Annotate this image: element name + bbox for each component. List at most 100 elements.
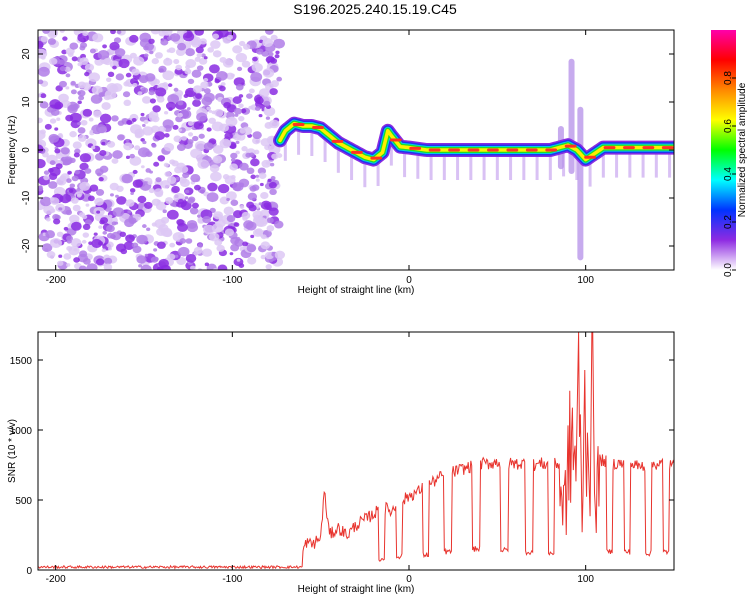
noise-blob xyxy=(216,245,224,252)
noise-blob xyxy=(82,31,88,36)
noise-blob xyxy=(145,73,155,82)
noise-blob xyxy=(242,242,248,247)
noise-blob xyxy=(50,118,56,123)
noise-blob xyxy=(226,198,230,201)
noise-blob xyxy=(213,157,218,161)
noise-blob xyxy=(259,114,263,117)
noise-blob xyxy=(158,259,169,268)
noise-blob xyxy=(123,91,130,97)
noise-blob xyxy=(43,175,49,180)
noise-blob xyxy=(124,219,134,227)
noise-blob xyxy=(231,74,235,77)
noise-blob xyxy=(60,66,66,71)
y-tick-label: 0 xyxy=(26,566,32,577)
noise-blob xyxy=(206,106,211,110)
noise-blob xyxy=(250,72,262,82)
noise-blob xyxy=(164,163,169,167)
noise-blob xyxy=(115,48,125,57)
noise-blob xyxy=(230,200,238,206)
noise-blob xyxy=(215,79,220,83)
noise-blob xyxy=(133,179,143,188)
noise-blob xyxy=(96,124,107,133)
noise-blob xyxy=(246,93,253,99)
noise-blob xyxy=(175,65,182,71)
noise-blob xyxy=(46,217,51,221)
noise-blob xyxy=(73,257,80,263)
noise-blob xyxy=(197,215,201,218)
noise-blob xyxy=(94,198,104,206)
noise-blob xyxy=(148,39,154,44)
noise-blob xyxy=(267,217,274,223)
noise-blob xyxy=(112,66,117,70)
noise-blob xyxy=(108,72,114,77)
noise-blob xyxy=(163,58,172,66)
noise-blob xyxy=(116,73,124,80)
noise-blob xyxy=(126,73,132,78)
noise-blob xyxy=(178,247,190,257)
noise-blob xyxy=(240,128,246,133)
noise-blob xyxy=(115,195,119,198)
noise-blob xyxy=(174,167,182,174)
noise-blob xyxy=(213,211,223,219)
noise-blob xyxy=(271,176,276,180)
noise-blob xyxy=(252,131,261,139)
noise-blob xyxy=(125,234,135,242)
noise-blob xyxy=(158,66,166,73)
noise-blob xyxy=(111,115,119,121)
y-tick-label: 10 xyxy=(21,96,32,108)
noise-blob xyxy=(252,57,258,62)
noise-blob xyxy=(79,266,87,273)
noise-blob xyxy=(58,255,62,258)
noise-blob xyxy=(149,51,153,55)
noise-blob xyxy=(153,162,159,167)
noise-blob xyxy=(187,107,191,110)
noise-blob xyxy=(36,118,43,124)
noise-blob xyxy=(34,159,45,168)
noise-blob xyxy=(232,182,243,191)
noise-blob xyxy=(84,72,89,76)
noise-blob xyxy=(252,63,263,72)
noise-blob xyxy=(247,168,255,174)
noise-blob xyxy=(201,96,212,105)
noise-blob xyxy=(174,88,179,92)
noise-blob xyxy=(164,143,174,151)
noise-blob xyxy=(231,175,236,179)
noise-blob xyxy=(202,216,211,223)
noise-blob xyxy=(40,129,46,134)
snr-series-line xyxy=(38,332,674,568)
noise-blob xyxy=(99,150,106,156)
x-tick-label: -200 xyxy=(46,275,66,286)
noise-blob xyxy=(102,44,107,48)
noise-blob xyxy=(82,240,87,244)
noise-blob xyxy=(183,32,194,41)
top-y-axis-label: Frequency (Hz) xyxy=(7,116,18,185)
noise-blob xyxy=(71,89,77,94)
noise-blob xyxy=(157,241,166,248)
noise-blob xyxy=(126,139,130,142)
noise-blob xyxy=(188,79,194,84)
noise-blob xyxy=(250,175,255,180)
noise-blob xyxy=(86,204,90,207)
noise-blob xyxy=(102,248,107,252)
x-tick-label: -100 xyxy=(222,574,242,585)
noise-blob xyxy=(85,168,92,174)
noise-blob xyxy=(243,246,247,249)
noise-blob xyxy=(231,158,236,162)
noise-blob xyxy=(269,88,277,95)
noise-blob xyxy=(108,247,112,250)
noise-blob xyxy=(268,52,274,57)
noise-blob xyxy=(250,158,259,166)
noise-blob xyxy=(79,57,88,65)
noise-blob xyxy=(130,188,135,193)
noise-blob xyxy=(167,49,171,52)
noise-blob xyxy=(166,102,176,110)
noise-blob xyxy=(101,142,105,146)
noise-blob xyxy=(45,124,52,130)
noise-blob xyxy=(157,96,165,103)
noise-blob xyxy=(83,224,91,230)
noise-blob xyxy=(138,147,150,157)
noise-blob xyxy=(80,153,91,162)
noise-blob xyxy=(151,143,156,147)
noise-blob xyxy=(155,177,161,182)
noise-blob xyxy=(63,253,71,260)
